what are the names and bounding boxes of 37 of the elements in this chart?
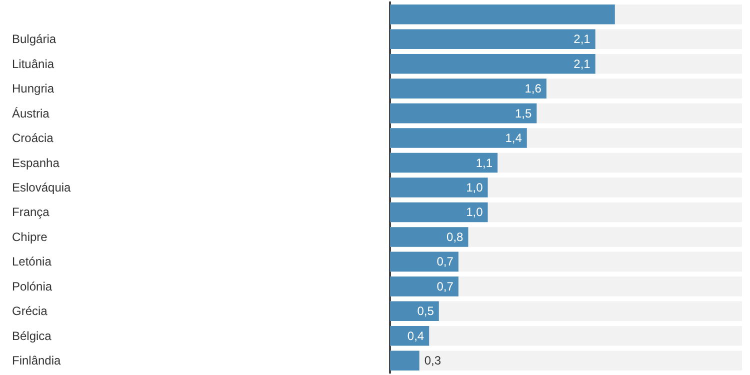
data-label: 2,1 (574, 56, 591, 71)
y-tick-label: Polónia (12, 279, 52, 294)
data-label: 1,0 (466, 180, 484, 194)
data-label: 0,7 (436, 254, 454, 269)
y-tick-label: Eslováquia (12, 180, 72, 194)
data-label: 0,5 (417, 304, 434, 318)
bar (390, 301, 439, 322)
bar (390, 152, 498, 173)
bar (390, 276, 458, 296)
y-tick-label: Bulgária (12, 32, 56, 46)
y-tick-label: Hungria (12, 82, 54, 96)
y-tick-label: Bélgica (12, 328, 52, 343)
y-tick-label: Chipre (12, 230, 48, 244)
y-tick-label: Croácia (12, 131, 54, 146)
y-tick-label: Finlândia (12, 354, 62, 368)
data-label: 1,0 (466, 205, 484, 220)
data-label: 0,4 (407, 328, 424, 343)
data-label: 1,5 (514, 106, 532, 120)
data-label: 0,8 (446, 230, 464, 244)
data-label: 0,3 (424, 354, 442, 368)
data-label: 1,6 (524, 82, 542, 96)
y-tick-label: Espanha (12, 156, 60, 170)
bar (390, 252, 458, 272)
bar (390, 178, 488, 198)
y-tick-label: Áustria (12, 106, 50, 120)
bar (390, 326, 430, 346)
y-tick-label: Grécia (12, 304, 48, 318)
y-tick-label: França (12, 205, 50, 220)
data-label: 2,1 (574, 32, 591, 46)
y-tick-label: Lituânia (12, 56, 54, 71)
bar (390, 227, 468, 247)
y-tick-label: Letónia (12, 254, 52, 269)
bar (390, 202, 488, 222)
data-label: 1,4 (505, 131, 522, 146)
data-label: 0,7 (436, 279, 454, 294)
bar (390, 350, 420, 371)
data-label: 1,1 (476, 156, 493, 170)
